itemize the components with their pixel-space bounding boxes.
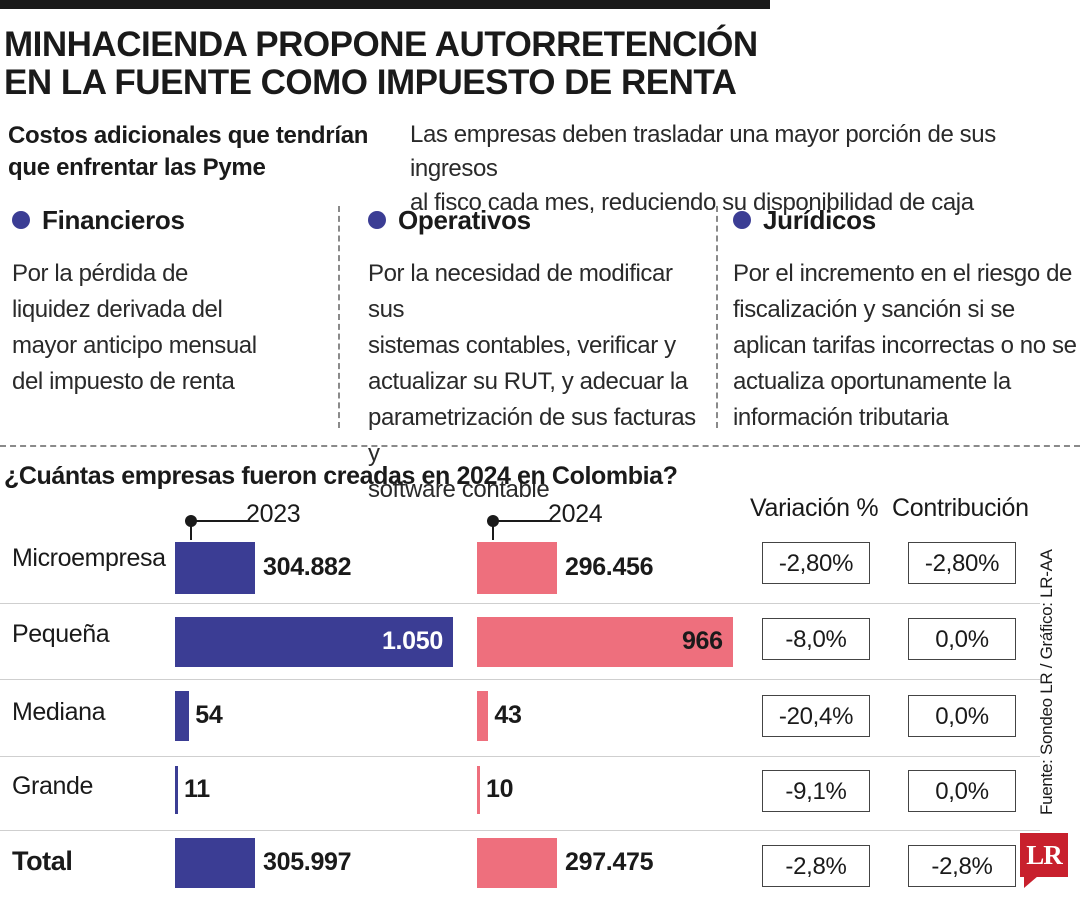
section-divider xyxy=(0,445,1080,447)
label-2023-total: 305.997 xyxy=(263,848,352,876)
subtitle-line-2: que enfrentar las Pyme xyxy=(8,154,266,181)
contribucion-cell: -2,80% xyxy=(908,542,1016,584)
bar-2023-microempresa xyxy=(175,542,255,594)
variacion-cell: -2,80% xyxy=(762,542,870,584)
row-label-microempresa: Microempresa xyxy=(12,544,166,572)
contribucion-header: Contribución xyxy=(892,494,1029,522)
contribucion-cell: 0,0% xyxy=(908,695,1016,737)
cost-juridicos-desc: Por el incremento en el riesgo de fiscal… xyxy=(733,256,1078,436)
row-divider xyxy=(0,679,1040,680)
contribucion-cell: -2,8% xyxy=(908,845,1016,887)
row-divider xyxy=(0,830,1040,831)
legend-marker-line xyxy=(492,520,494,540)
cost-financieros: Financieros Por la pérdida de liquidez d… xyxy=(12,200,332,400)
bar-2024-grande xyxy=(477,766,480,814)
bar-2024-microempresa xyxy=(477,542,557,594)
desc-line: actualiza oportunamente la xyxy=(733,368,1011,395)
top-rule xyxy=(0,0,770,9)
variacion-cell: -9,1% xyxy=(762,770,870,812)
desc-line: información tributaria xyxy=(733,404,949,431)
desc-line: mayor anticipo mensual xyxy=(12,332,257,359)
legend-2023-label: 2023 xyxy=(246,500,301,528)
row-divider xyxy=(0,603,1040,604)
column-divider xyxy=(338,206,340,428)
cost-financieros-label: Financieros xyxy=(42,204,185,235)
subtitle-line-1: Costos adicionales que tendrían xyxy=(8,122,369,149)
cost-operativos-label: Operativos xyxy=(398,204,531,235)
bar-2023-total xyxy=(175,838,255,888)
label-2024-grande: 10 xyxy=(486,775,514,803)
label-2024-pequena: 966 xyxy=(681,627,723,655)
bar-2024-pequena xyxy=(477,617,733,667)
cost-financieros-desc: Por la pérdida de liquidez derivada del … xyxy=(12,256,332,400)
bullet-icon xyxy=(733,211,751,229)
desc-line: parametrización de sus facturas y xyxy=(368,404,696,467)
source-text: Fuente: Sondeo LR / Gráfico: LR-AA xyxy=(1037,549,1056,815)
contribucion-cell: 0,0% xyxy=(908,618,1016,660)
legend-marker-line xyxy=(492,520,552,522)
variacion-header: Variación % xyxy=(750,494,879,522)
row-label-grande: Grande xyxy=(12,772,93,800)
cost-operativos: Operativos Por la necesidad de modificar… xyxy=(368,200,708,508)
desc-line: del impuesto de renta xyxy=(12,368,235,395)
cost-operativos-header: Operativos xyxy=(368,200,708,240)
variacion-cell: -8,0% xyxy=(762,618,870,660)
desc-line: aplican tarifas incorrectas o no se xyxy=(733,332,1077,359)
desc-line: Por la necesidad de modificar sus xyxy=(368,260,673,323)
desc-line: Por el incremento en el riesgo de xyxy=(733,260,1072,287)
source-note: Fuente: Sondeo LR / Gráfico: LR-AA xyxy=(1037,549,1056,825)
bar-2023-grande xyxy=(175,766,178,814)
costs-subtitle: Costos adicionales que tendrían que enfr… xyxy=(8,120,398,184)
label-2023-mediana: 54 xyxy=(195,701,223,729)
intro-line-1: Las empresas deben trasladar una mayor p… xyxy=(410,121,996,182)
cost-juridicos: Jurídicos Por el incremento en el riesgo… xyxy=(733,200,1078,436)
desc-line: liquidez derivada del xyxy=(12,296,223,323)
row-label-total: Total xyxy=(12,846,73,876)
bullet-icon xyxy=(368,211,386,229)
lr-logo: LR xyxy=(1020,833,1068,877)
desc-line: software contable xyxy=(368,476,550,503)
desc-line: sistemas contables, verificar y xyxy=(368,332,676,359)
bar-2024-mediana xyxy=(477,691,489,741)
row-divider xyxy=(0,756,1040,757)
bar-2024-total xyxy=(477,838,557,888)
title-line-1: MINHACIENDA PROPONE AUTORRETENCIÓN xyxy=(4,25,758,64)
label-2024-microempresa: 296.456 xyxy=(565,553,654,581)
bar-2023-mediana xyxy=(175,691,190,741)
page-title: MINHACIENDA PROPONE AUTORRETENCIÓN EN LA… xyxy=(4,26,904,102)
variacion-cell: -20,4% xyxy=(762,695,870,737)
legend-marker-line xyxy=(190,520,250,522)
desc-line: actualizar su RUT, y adecuar la xyxy=(368,368,688,395)
chart-title: ¿Cuántas empresas fueron creadas en 2024… xyxy=(4,462,678,490)
column-divider xyxy=(716,206,718,428)
intro-line-2: al fisco cada mes, reduciendo su disponi… xyxy=(410,189,974,216)
bullet-icon xyxy=(12,211,30,229)
desc-line: fiscalización y sanción si se xyxy=(733,296,1015,323)
legend-marker-dot xyxy=(487,515,499,527)
label-2024-mediana: 43 xyxy=(494,701,522,729)
row-label-pequena: Pequeña xyxy=(12,620,110,648)
cost-operativos-desc: Por la necesidad de modificar sus sistem… xyxy=(368,256,708,508)
legend-marker-line xyxy=(190,520,192,540)
label-2023-grande: 11 xyxy=(184,775,210,803)
label-2023-pequena: 1.050 xyxy=(381,627,443,655)
bar-2023-pequena xyxy=(175,617,453,667)
intro-text: Las empresas deben trasladar una mayor p… xyxy=(410,118,1070,220)
label-2024-total: 297.475 xyxy=(565,848,654,876)
variacion-cell: -2,8% xyxy=(762,845,870,887)
legend-2024-label: 2024 xyxy=(548,500,603,528)
title-line-2: EN LA FUENTE COMO IMPUESTO DE RENTA xyxy=(4,63,737,102)
cost-juridicos-header: Jurídicos xyxy=(733,200,1078,240)
lr-logo-tail xyxy=(1024,876,1038,888)
contribucion-cell: 0,0% xyxy=(908,770,1016,812)
cost-financieros-header: Financieros xyxy=(12,200,332,240)
row-label-mediana: Mediana xyxy=(12,698,106,726)
desc-line: Por la pérdida de xyxy=(12,260,188,287)
label-2023-microempresa: 304.882 xyxy=(263,553,352,581)
cost-juridicos-label: Jurídicos xyxy=(763,204,876,235)
legend-marker-dot xyxy=(185,515,197,527)
